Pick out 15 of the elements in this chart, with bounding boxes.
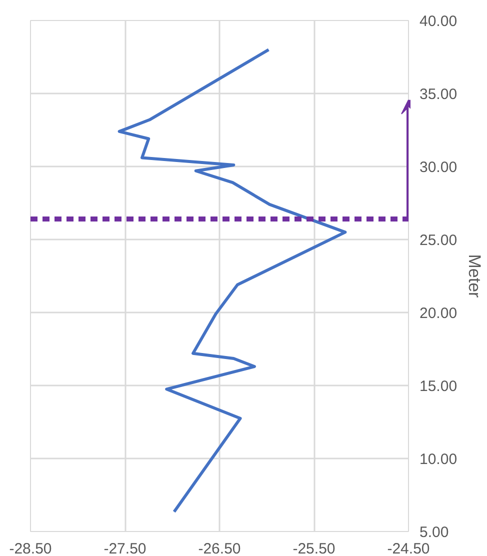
y-tick-label: 20.00: [420, 305, 458, 322]
x-tick-label: -27.50: [104, 540, 146, 556]
y-tick-label: 40.00: [420, 13, 458, 30]
x-tick-label: -25.50: [292, 540, 336, 556]
y-tick-label: 30.00: [420, 159, 458, 176]
y-tick-label: 15.00: [420, 378, 458, 395]
x-tick-label: -26.50: [198, 540, 241, 556]
y-tick-label: 10.00: [420, 451, 458, 468]
y-tick-label: 5.00: [420, 524, 449, 541]
x-tick-label: -24.50: [387, 540, 430, 556]
line-series: [118, 48, 347, 514]
x-tick-label: -28.50: [9, 540, 52, 556]
y-tick-label: 35.00: [420, 86, 458, 103]
y-axis-title: Meter: [465, 254, 484, 298]
y-tick-label: 25.00: [420, 232, 458, 249]
